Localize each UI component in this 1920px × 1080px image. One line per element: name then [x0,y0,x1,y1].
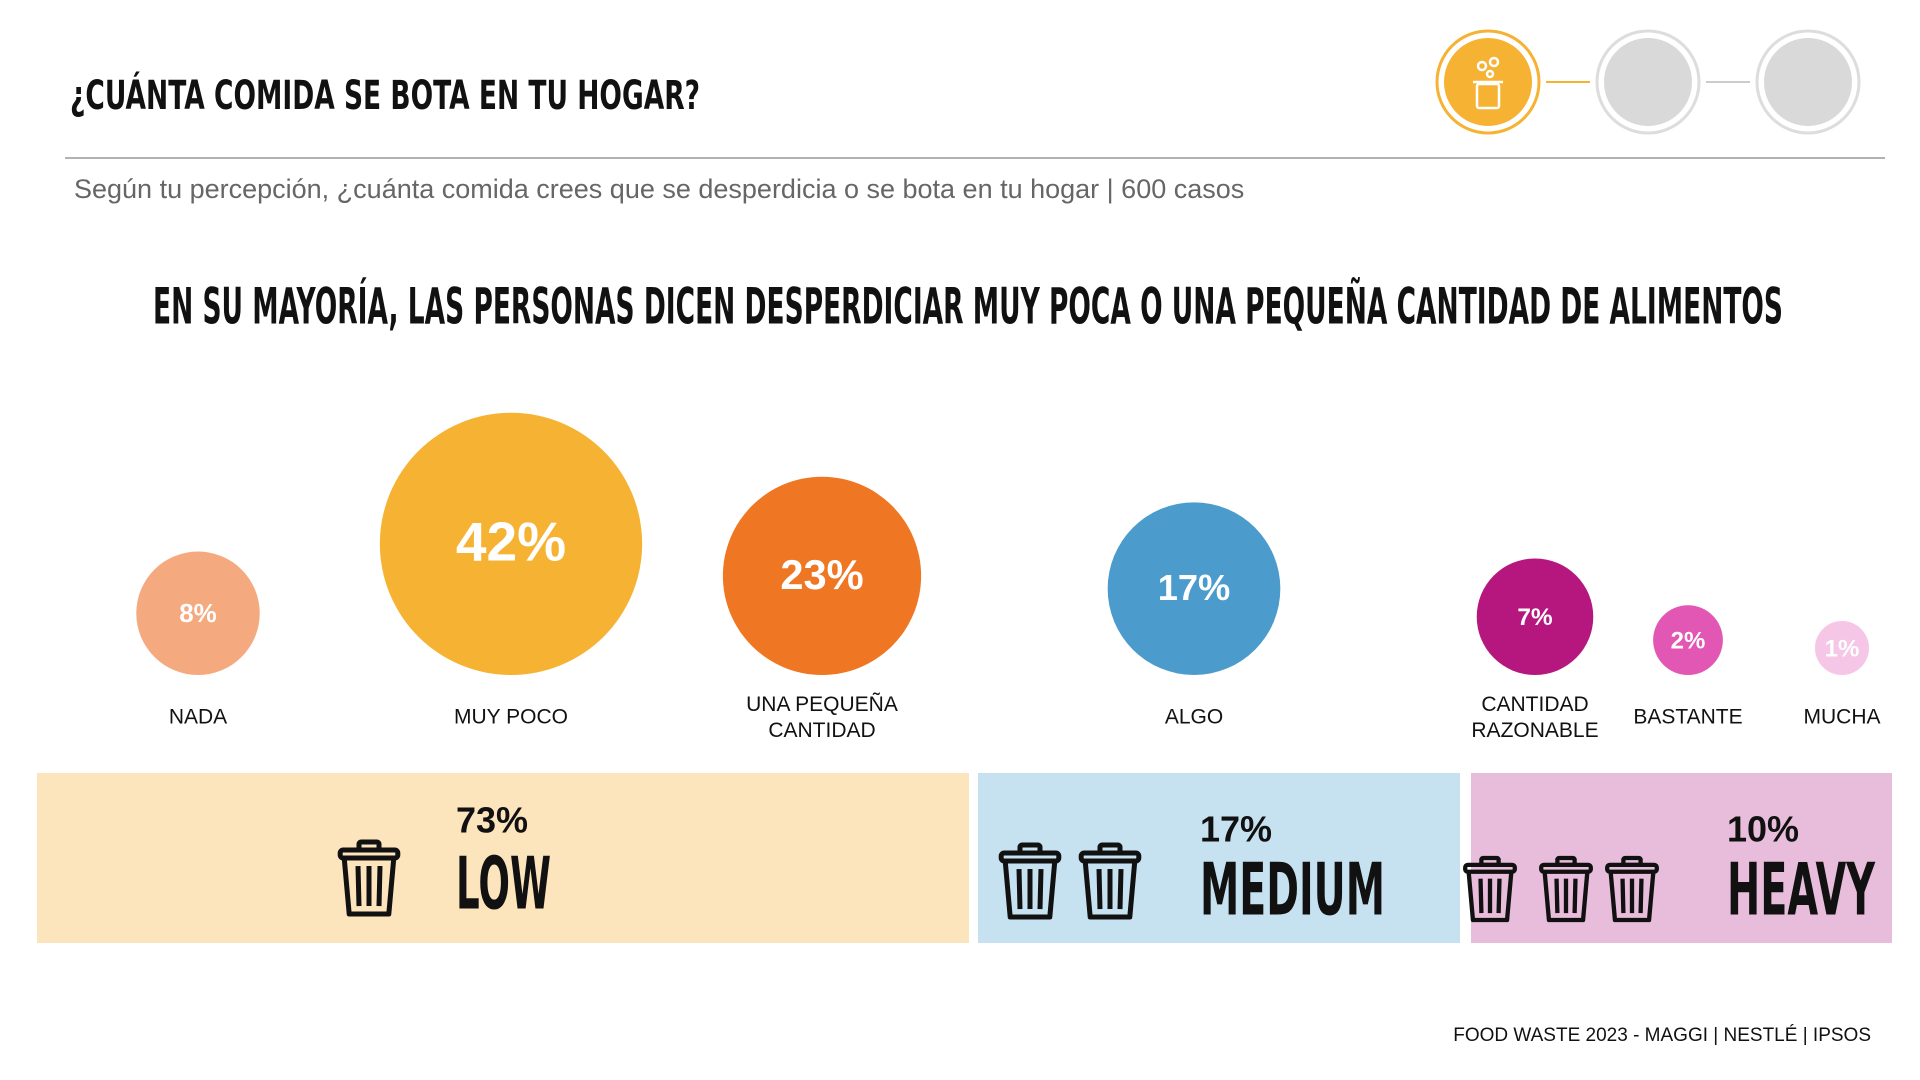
footer: FOOD WASTE 2023 - MAGGI | NESTLÉ | IPSOS [1453,1025,1871,1046]
group-percent: 10% [1727,809,1799,850]
category-label: ALGO [1165,706,1223,729]
trash-body [1608,871,1656,923]
trash-handle [1097,842,1123,856]
waste-group: 73%LOW [37,773,969,943]
trash-body [1466,871,1514,923]
trash-rib [1620,878,1626,914]
waste-group: 17%MEDIUM [978,773,1460,943]
value-label: 23% [780,551,863,598]
trash-handle [1621,855,1643,868]
trash-icon [998,842,1062,920]
page-title: ¿CUÁNTA COMIDA SE BOTA EN TU HOGAR? [70,71,700,119]
headline: EN SU MAYORÍA, LAS PERSONAS DICEN DESPER… [153,277,1783,336]
trash-handle [356,839,382,853]
group-name: MEDIUM [1200,848,1385,932]
trash-rib [1554,878,1560,914]
bubble [722,476,922,675]
group-box [37,773,969,943]
trash-rib [1638,878,1644,914]
trash-icon [1539,855,1593,923]
bubble [1653,605,1723,675]
trash-rib [1496,878,1502,914]
group-percent: 17% [1200,809,1272,850]
trash-icon [1605,855,1659,923]
bubble [1815,621,1869,675]
bubble [1476,558,1594,675]
value-label: 8% [179,600,216,628]
trash-rib [1016,868,1023,910]
value-label: 1% [1825,635,1860,662]
category-label: UNA PEQUEÑA CANTIDAD [746,692,898,742]
trash-handle [1555,855,1577,868]
bubble [1107,502,1281,675]
trash-icon [1078,842,1142,920]
subtitle: Según tu percepción, ¿cuánta comida cree… [74,174,1244,204]
trash-handle [1479,855,1501,868]
trash-icon [1463,855,1517,923]
category-label: CANTIDAD RAZONABLE [1471,693,1598,742]
trash-handle [1017,842,1043,856]
category-label: NADA [169,706,227,729]
waste-group: 10%HEAVY [1463,773,1892,943]
category-label: MUY POCO [454,706,568,729]
trash-icon [337,839,401,917]
trash-rib [1096,868,1103,910]
value-label: 7% [1517,604,1553,631]
progress [1435,29,1861,135]
value-label: 17% [1158,567,1231,608]
trash-rib [376,865,383,907]
group-percent: 73% [456,800,528,841]
trash-body [1002,860,1058,920]
value-label: 42% [456,510,566,572]
value-label: 2% [1671,627,1706,654]
group-box [1471,773,1892,943]
bubble [379,412,643,675]
trash-rib [355,865,362,907]
trash-body [1082,860,1138,920]
category-label: MUCHA [1804,706,1881,729]
trash-rib [1572,878,1578,914]
trash-body [1542,871,1590,923]
trash-rib [1478,878,1484,914]
bubble [136,551,260,675]
trash-body [341,857,397,917]
group-name: LOW [456,842,551,926]
category-label: BASTANTE [1633,706,1742,729]
trash-rib [1117,868,1124,910]
trash-rib [1037,868,1044,910]
group-name: HEAVY [1727,848,1875,932]
